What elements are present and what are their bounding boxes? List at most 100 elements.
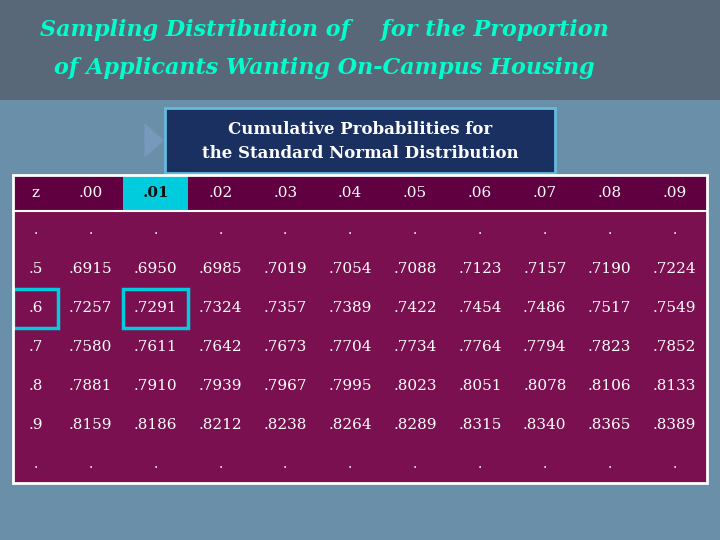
- Text: .: .: [608, 224, 612, 238]
- Text: .: .: [218, 457, 222, 470]
- Text: .7357: .7357: [264, 301, 307, 315]
- Text: .7764: .7764: [458, 340, 502, 354]
- Text: .8389: .8389: [653, 418, 696, 431]
- Text: .8: .8: [29, 379, 43, 393]
- Text: .: .: [348, 224, 352, 238]
- Text: .7673: .7673: [264, 340, 307, 354]
- Text: .7291: .7291: [134, 301, 177, 315]
- Text: .7224: .7224: [653, 262, 696, 276]
- Text: .: .: [348, 457, 352, 470]
- Text: .7881: .7881: [69, 379, 112, 393]
- Text: .: .: [543, 457, 547, 470]
- Text: .8238: .8238: [264, 418, 307, 431]
- Bar: [123, 289, 188, 328]
- Bar: [13, 175, 707, 211]
- Text: .7389: .7389: [328, 301, 372, 315]
- Polygon shape: [145, 125, 163, 157]
- Text: .7852: .7852: [653, 340, 696, 354]
- Text: .7054: .7054: [328, 262, 372, 276]
- Text: .: .: [283, 457, 287, 470]
- Text: .: .: [153, 224, 158, 238]
- Text: the Standard Normal Distribution: the Standard Normal Distribution: [202, 145, 518, 163]
- Text: .6915: .6915: [69, 262, 112, 276]
- Text: .: .: [608, 457, 612, 470]
- Text: .8051: .8051: [458, 379, 502, 393]
- Text: .08: .08: [598, 186, 622, 200]
- Text: .7422: .7422: [393, 301, 437, 315]
- Text: .6950: .6950: [134, 262, 177, 276]
- Text: .7611: .7611: [134, 340, 177, 354]
- Text: .7157: .7157: [523, 262, 567, 276]
- Text: .7910: .7910: [134, 379, 177, 393]
- Text: .7324: .7324: [199, 301, 242, 315]
- Text: .04: .04: [338, 186, 362, 200]
- Text: .: .: [89, 224, 93, 238]
- Text: .7: .7: [29, 340, 43, 354]
- Text: .8365: .8365: [588, 418, 631, 431]
- Text: z: z: [32, 186, 40, 200]
- Text: .: .: [153, 457, 158, 470]
- Text: .6: .6: [28, 301, 43, 315]
- Text: .: .: [478, 224, 482, 238]
- Text: .8289: .8289: [393, 418, 437, 431]
- Text: .: .: [89, 457, 93, 470]
- Text: .05: .05: [403, 186, 427, 200]
- Text: .7019: .7019: [264, 262, 307, 276]
- Text: .7967: .7967: [264, 379, 307, 393]
- Text: .7454: .7454: [458, 301, 502, 315]
- Text: .: .: [34, 457, 37, 470]
- Text: .: .: [218, 224, 222, 238]
- Text: .7549: .7549: [653, 301, 696, 315]
- Text: .8340: .8340: [523, 418, 567, 431]
- Text: .8159: .8159: [69, 418, 112, 431]
- Text: .7486: .7486: [523, 301, 567, 315]
- Text: .09: .09: [662, 186, 687, 200]
- Text: .: .: [672, 224, 677, 238]
- Text: .8315: .8315: [459, 418, 502, 431]
- Text: Cumulative Probabilities for: Cumulative Probabilities for: [228, 122, 492, 138]
- Text: .00: .00: [78, 186, 103, 200]
- Bar: [123, 175, 188, 211]
- Text: .7939: .7939: [199, 379, 242, 393]
- Bar: [13, 175, 707, 483]
- Text: .7734: .7734: [393, 340, 437, 354]
- Text: .7190: .7190: [588, 262, 631, 276]
- Text: Sampling Distribution of    for the Proportion: Sampling Distribution of for the Proport…: [40, 19, 608, 41]
- Text: .8264: .8264: [328, 418, 372, 431]
- Text: .7088: .7088: [393, 262, 437, 276]
- Text: .07: .07: [533, 186, 557, 200]
- Text: .8106: .8106: [588, 379, 631, 393]
- Text: .7823: .7823: [588, 340, 631, 354]
- Text: .8078: .8078: [523, 379, 567, 393]
- Text: .7704: .7704: [328, 340, 372, 354]
- Bar: [165, 108, 555, 173]
- Text: .: .: [413, 457, 417, 470]
- Text: .: .: [543, 224, 547, 238]
- Text: .7642: .7642: [199, 340, 243, 354]
- Bar: [13, 289, 58, 328]
- Text: .: .: [478, 457, 482, 470]
- Text: .7517: .7517: [588, 301, 631, 315]
- Text: .9: .9: [28, 418, 43, 431]
- Text: .03: .03: [274, 186, 297, 200]
- Text: .8023: .8023: [393, 379, 437, 393]
- Text: .7257: .7257: [69, 301, 112, 315]
- Bar: [13, 175, 707, 483]
- Text: .01: .01: [143, 186, 169, 200]
- Text: .8212: .8212: [199, 418, 243, 431]
- Text: of Applicants Wanting On-Campus Housing: of Applicants Wanting On-Campus Housing: [54, 57, 594, 79]
- Text: .8133: .8133: [653, 379, 696, 393]
- Text: .: .: [283, 224, 287, 238]
- Text: .: .: [672, 457, 677, 470]
- Text: .8186: .8186: [134, 418, 177, 431]
- Text: .7580: .7580: [69, 340, 112, 354]
- Text: .5: .5: [29, 262, 43, 276]
- Text: .7794: .7794: [523, 340, 567, 354]
- Text: .02: .02: [208, 186, 233, 200]
- Text: .06: .06: [468, 186, 492, 200]
- Text: .6985: .6985: [199, 262, 242, 276]
- Text: .: .: [34, 224, 37, 238]
- Text: .7123: .7123: [458, 262, 502, 276]
- Bar: [0, 0, 720, 100]
- Text: .7995: .7995: [328, 379, 372, 393]
